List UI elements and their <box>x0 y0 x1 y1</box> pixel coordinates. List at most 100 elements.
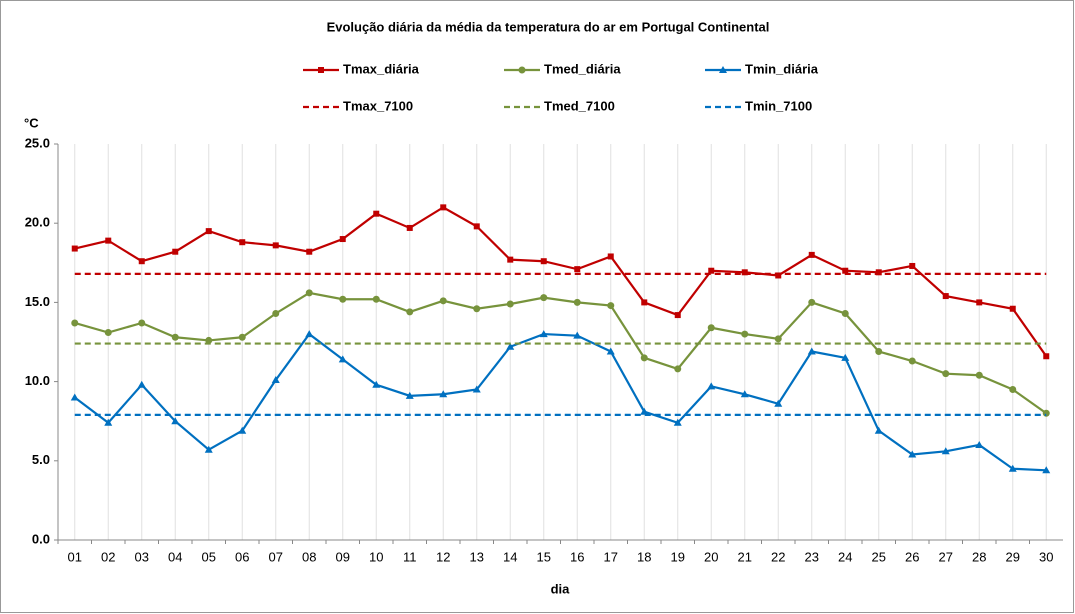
x-tick-label: 21 <box>738 549 752 564</box>
marker <box>1042 409 1050 417</box>
x-tick-label: 29 <box>1006 549 1020 564</box>
marker <box>339 295 347 303</box>
marker <box>774 399 783 407</box>
x-tick-label: 26 <box>905 549 919 564</box>
marker <box>573 298 581 306</box>
marker <box>272 242 279 249</box>
marker <box>942 293 949 300</box>
legend-label: Tmin_diária <box>745 61 819 76</box>
x-tick-label: 24 <box>838 549 852 564</box>
marker <box>942 370 950 378</box>
marker <box>205 336 213 344</box>
marker <box>842 267 849 274</box>
x-tick-label: 17 <box>604 549 618 564</box>
marker <box>941 447 950 455</box>
series-line <box>74 206 1048 357</box>
marker <box>708 267 715 274</box>
marker <box>741 330 749 338</box>
marker <box>808 251 815 258</box>
marker <box>373 210 380 217</box>
marker <box>674 365 682 373</box>
x-axis-label: dia <box>551 581 571 596</box>
marker <box>473 223 480 230</box>
x-tick-label: 04 <box>168 549 182 564</box>
marker <box>707 324 715 332</box>
x-tick-label: 05 <box>202 549 216 564</box>
x-tick-label: 16 <box>570 549 584 564</box>
marker <box>908 450 917 458</box>
marker <box>1008 464 1017 472</box>
marker <box>104 328 112 336</box>
marker <box>272 309 280 317</box>
x-tick-label: 30 <box>1039 549 1053 564</box>
marker <box>70 393 79 401</box>
marker <box>138 258 145 265</box>
marker <box>305 289 313 297</box>
x-tick-label: 09 <box>336 549 350 564</box>
x-tick-label: 19 <box>671 549 685 564</box>
legend-marker <box>518 66 526 74</box>
marker <box>775 272 782 279</box>
marker <box>339 236 346 243</box>
marker <box>506 300 514 308</box>
marker <box>1009 305 1016 312</box>
marker <box>808 298 816 306</box>
legend-marker <box>719 66 727 73</box>
marker <box>506 342 515 350</box>
x-tick-label: 10 <box>369 549 383 564</box>
marker <box>507 256 514 263</box>
x-tick-label: 15 <box>537 549 551 564</box>
marker <box>539 330 548 338</box>
marker <box>439 297 447 305</box>
legend-label: Tmax_7100 <box>343 98 413 113</box>
y-axis-label: °C <box>24 115 39 130</box>
marker <box>105 237 112 244</box>
y-tick-label: 0.0 <box>32 531 50 546</box>
marker <box>305 330 314 338</box>
x-tick-label: 18 <box>637 549 651 564</box>
marker <box>338 355 347 363</box>
x-tick-label: 03 <box>135 549 149 564</box>
marker <box>975 440 984 448</box>
x-tick-label: 25 <box>872 549 886 564</box>
y-tick-label: 5.0 <box>32 452 50 467</box>
marker <box>774 335 782 343</box>
marker <box>976 299 983 306</box>
series-line <box>74 332 1047 472</box>
marker <box>641 299 648 306</box>
x-tick-label: 01 <box>68 549 82 564</box>
legend-label: Tmax_diária <box>343 61 420 76</box>
marker <box>405 391 414 399</box>
marker <box>137 380 146 388</box>
legend-marker <box>318 67 324 73</box>
marker <box>271 376 280 384</box>
marker <box>238 333 246 341</box>
marker <box>606 347 615 355</box>
marker <box>707 382 716 390</box>
x-tick-label: 11 <box>403 549 417 564</box>
marker <box>674 312 681 319</box>
y-tick-label: 25.0 <box>25 135 50 150</box>
marker <box>673 418 682 426</box>
x-tick-label: 23 <box>805 549 819 564</box>
x-tick-label: 27 <box>939 549 953 564</box>
marker <box>104 418 113 426</box>
marker <box>205 228 212 235</box>
marker <box>71 245 78 252</box>
marker <box>1009 386 1017 394</box>
marker <box>172 248 179 255</box>
marker <box>841 353 850 361</box>
x-tick-label: 06 <box>235 549 249 564</box>
marker <box>306 248 313 255</box>
marker <box>975 371 983 379</box>
marker <box>740 390 749 398</box>
x-tick-label: 08 <box>302 549 316 564</box>
x-tick-label: 22 <box>771 549 785 564</box>
legend-label: Tmin_7100 <box>745 98 812 113</box>
x-tick-label: 07 <box>269 549 283 564</box>
marker <box>138 319 146 327</box>
marker <box>640 407 649 415</box>
marker <box>472 385 481 393</box>
